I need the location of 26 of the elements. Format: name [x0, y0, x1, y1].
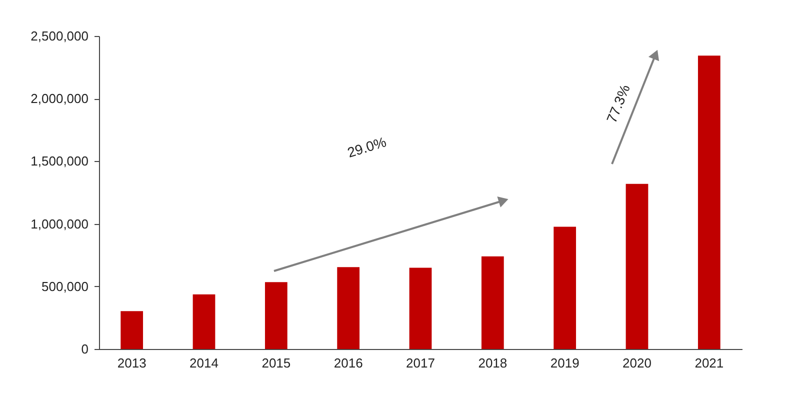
bar: [192, 294, 216, 349]
y-tick-label: 1,000,000: [30, 216, 88, 232]
bar: [698, 56, 720, 349]
x-tick-label: 2013: [117, 356, 146, 370]
x-tick-label: 2021: [694, 356, 724, 370]
bar: [120, 311, 144, 349]
bar: [481, 256, 504, 349]
x-tick-label: 2018: [478, 356, 508, 370]
y-tick-label: 2,500,000: [30, 28, 88, 44]
x-tick-label: 2019: [550, 356, 580, 370]
x-tick-label: 2016: [334, 356, 363, 370]
bar: [264, 282, 288, 349]
x-tick-label: 2014: [190, 356, 218, 370]
x-tick-label: 2015: [262, 356, 291, 370]
y-tick-label: 0: [81, 342, 88, 356]
y-tick-label: 2,000,000: [30, 91, 88, 106]
y-tick-label: 500,000: [42, 278, 88, 294]
x-tick-label: 2017: [406, 356, 435, 370]
x-tick-label: 2020: [622, 356, 652, 370]
y-tick-label: 1,500,000: [30, 154, 88, 169]
bar: [626, 184, 648, 349]
bar: [409, 268, 432, 349]
bar: [554, 226, 576, 349]
annotation: 77.3%: [603, 82, 633, 126]
annotation: 29.0%: [345, 134, 388, 160]
bar: [337, 267, 360, 349]
